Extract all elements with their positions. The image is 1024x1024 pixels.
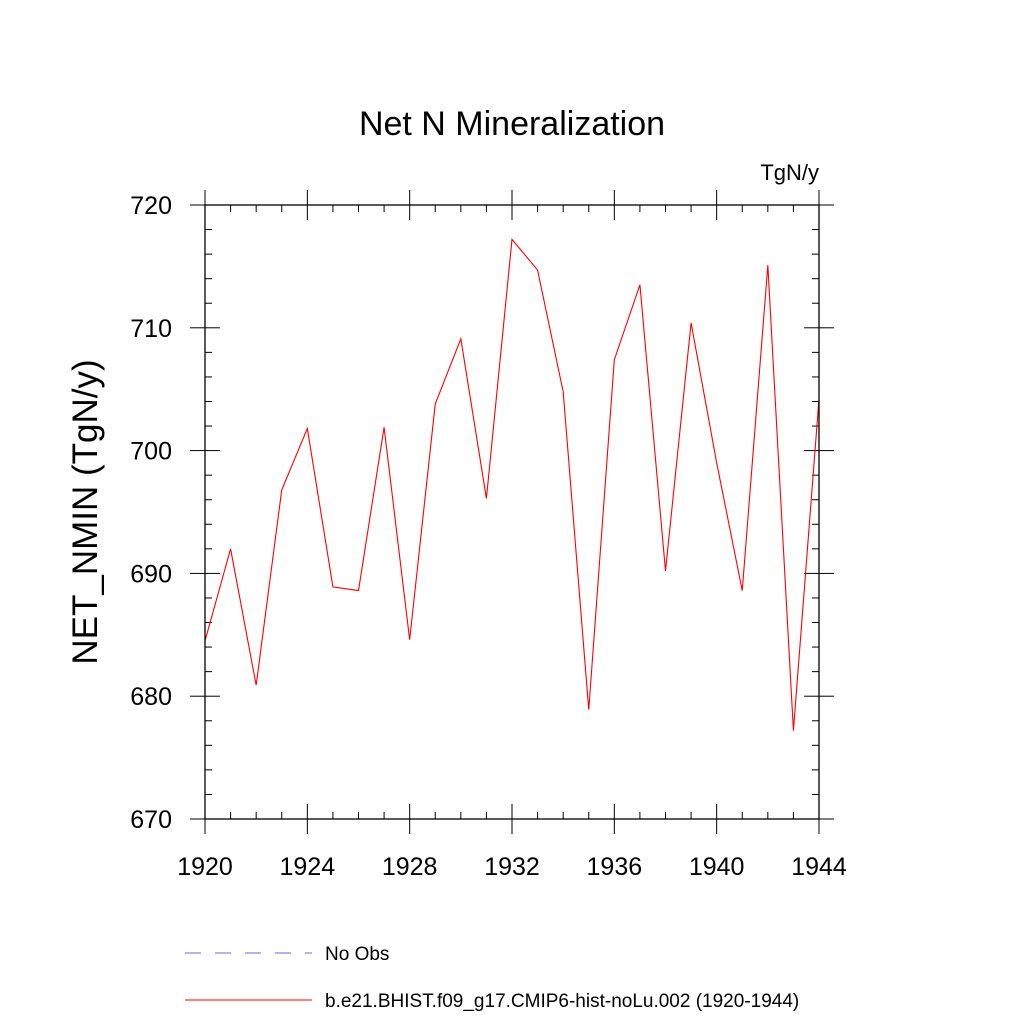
chart-title: Net N Mineralization [359, 105, 665, 143]
x-tick-label: 1932 [484, 853, 540, 881]
series-layer [204, 238, 820, 731]
x-tick-label: 1928 [382, 853, 438, 881]
axis-tick-labels: 1920 1924 1928 1932 1936 1940 1944 670 680 690 700… [130, 192, 847, 881]
y-tick-label: 670 [130, 806, 172, 834]
y-tick-label: 710 [130, 315, 172, 343]
series-line [204, 238, 820, 731]
legend-label: No Obs [325, 944, 389, 965]
x-tick-label: 1940 [689, 853, 745, 881]
axis-ticks [190, 190, 834, 834]
y-axis-label: NET_NMIN (TgN/y) [66, 359, 105, 664]
x-tick-label: 1936 [587, 853, 643, 881]
y-tick-label: 690 [130, 560, 172, 588]
y-tick-label: 680 [130, 683, 172, 711]
units-label: TgN/y [760, 160, 819, 185]
y-tick-label: 700 [130, 438, 172, 466]
x-tick-label: 1920 [177, 853, 233, 881]
plot-frame [204, 204, 820, 820]
legend: No Obs b.e21.BHIST.f09_g17.CMIP6-hist-noL… [185, 944, 799, 1012]
legend-label: b.e21.BHIST.f09_g17.CMIP6-hist-noLu.002 … [325, 991, 799, 1012]
x-tick-label: 1944 [791, 853, 847, 881]
x-tick-label: 1924 [280, 853, 336, 881]
y-tick-label: 720 [130, 192, 172, 220]
